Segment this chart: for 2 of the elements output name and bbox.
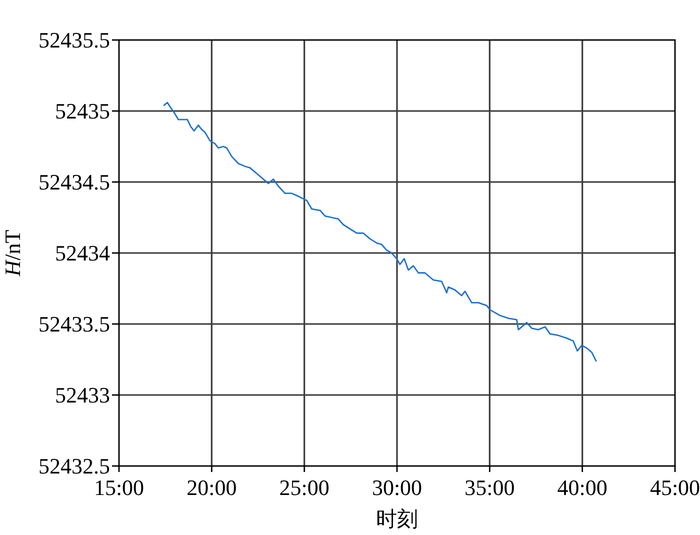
x-axis-title: 时刻 <box>376 507 418 531</box>
y-axis-title: H/nT <box>0 230 25 276</box>
